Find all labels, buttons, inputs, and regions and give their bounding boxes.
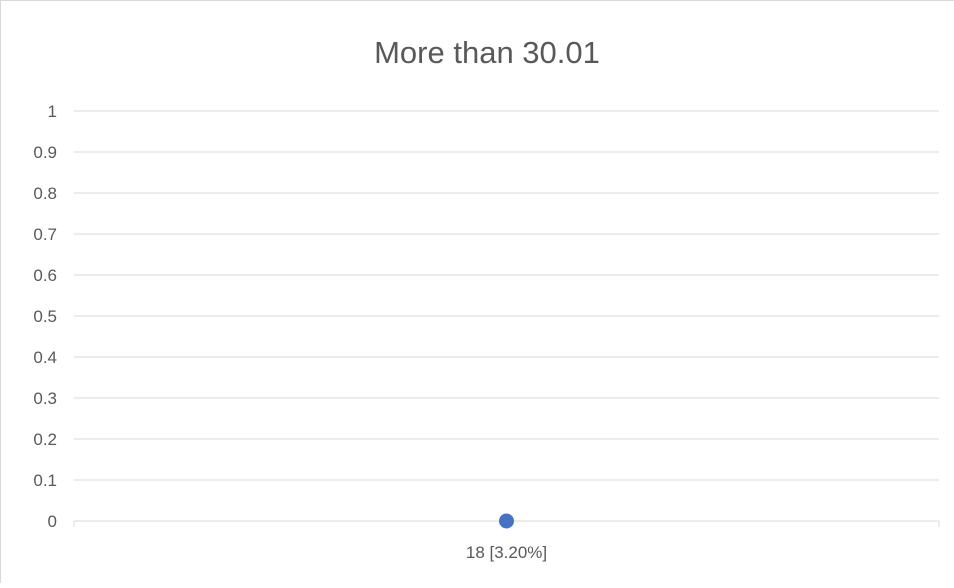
y-tick-label: 0.5 [33,307,57,326]
y-tick-label: 0.6 [33,266,57,285]
y-tick-label: 0.7 [33,225,57,244]
y-axis-tick-labels: 0 0.1 0.2 0.3 0.4 0.5 0.6 0.7 0.8 0.9 1 [33,102,57,531]
y-tick-label: 0.1 [33,471,57,490]
y-tick-label: 0.4 [33,348,57,367]
x-tick-label: 18 [3.20%] [466,543,547,562]
data-point [499,513,514,529]
chart-title: More than 30.01 [374,35,600,70]
y-tick-label: 1 [48,102,57,121]
data-points [499,513,514,529]
y-tick-label: 0.9 [33,143,57,162]
y-tick-label: 0.2 [33,430,57,449]
y-tick-label: 0.8 [33,184,57,203]
y-tick-label: 0 [48,512,57,531]
y-tick-label: 0.3 [33,389,57,408]
gridlines [74,110,939,481]
